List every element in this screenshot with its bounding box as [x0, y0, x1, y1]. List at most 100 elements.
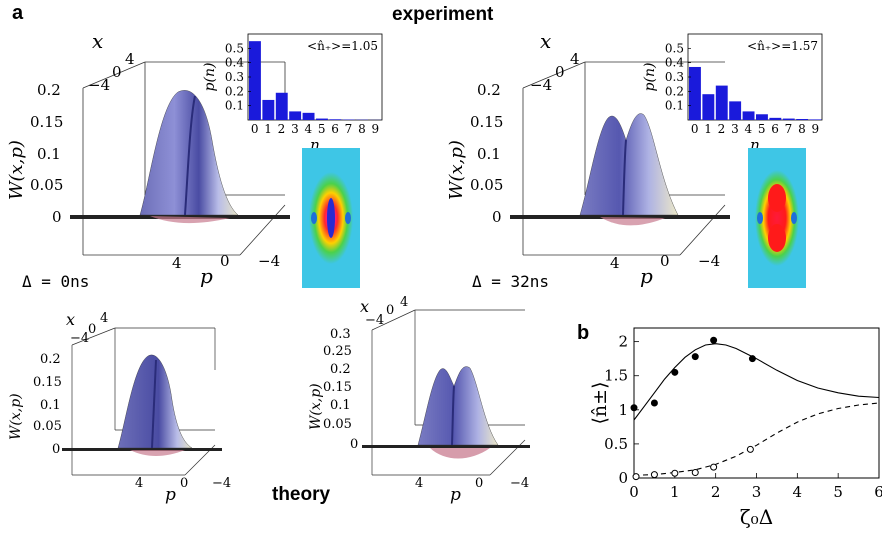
surface-plot-exp-32: 0.2 0.15 0.1 0.05 0 x 4 0 −4 4 0 −4 p W(… [446, 29, 730, 290]
inset-x-tick: 2 [278, 122, 286, 136]
wigner-density-map-1 [748, 148, 806, 288]
w-tick: 0.15 [470, 113, 503, 131]
x-axis-label: x [540, 29, 551, 53]
data-point-filled [671, 368, 679, 376]
w-tick: 0.15 [33, 375, 62, 390]
inset-bar [742, 111, 755, 120]
p-tick: 0 [180, 476, 188, 491]
chart-b-x-tick: 0 [629, 483, 639, 501]
inset-y-tick: 0.5 [665, 41, 684, 55]
w-axis-label: W(x,p) [446, 140, 467, 200]
dashed-curve [633, 402, 880, 476]
experiment-heading: experiment [392, 4, 494, 25]
data-point-open [746, 445, 754, 453]
chart-b-frame [633, 327, 880, 479]
inset-y-tick: 0.5 [225, 41, 244, 55]
w-tick: 0.05 [33, 419, 62, 434]
surface-plot-theory-0: 0.2 0.15 0.1 0.05 0 x 4 0 −4 4 0 −4 p W(… [8, 310, 231, 505]
inset-y-tick: 0.2 [225, 84, 244, 98]
inset-bar [689, 66, 701, 120]
p-tick: 0 [660, 252, 670, 270]
inset-x-tick: 0 [691, 122, 699, 136]
x-tick: −4 [365, 313, 384, 328]
inset-bar [289, 111, 302, 120]
inset-y-tick: 0.2 [665, 84, 684, 98]
inset-x-tick: 3 [291, 122, 299, 136]
w-tick: 0.2 [477, 81, 501, 99]
chart-b-y-label: ⟨n̂±⟩ [590, 382, 611, 425]
x-axis-label: x [66, 310, 75, 329]
panel-label-b: b [577, 322, 590, 344]
surface-plot-theory-32: 0.3 0.25 0.2 0.15 0.1 0.05 0 x 4 0 −4 4 … [308, 295, 530, 505]
x-axis-label: x [92, 29, 103, 53]
x-axis-label: x [360, 297, 369, 316]
inset-x-tick: 1 [704, 122, 712, 136]
p-axis-label: p [165, 485, 176, 505]
w-tick: 0.25 [323, 344, 352, 359]
w-tick: 0.05 [30, 176, 63, 194]
inset-bar [809, 119, 822, 120]
p-axis-label: p [640, 264, 653, 288]
inset-bar [262, 99, 275, 120]
x-tick: 0 [112, 63, 122, 81]
chart-b-x-tick: 6 [874, 483, 882, 501]
inset-annotation: <n̂₊>=1.05 [307, 39, 378, 53]
p-axis-label: p [200, 264, 213, 288]
inset-y-tick: 0.1 [665, 99, 684, 113]
inset-x-tick: 3 [731, 122, 739, 136]
inset-x-tick: 6 [331, 122, 339, 136]
surface-plot-exp-0: 0.2 0.15 0.1 0.05 0 x 4 0 −4 4 0 −4 p W(… [6, 29, 290, 290]
data-point-open [671, 469, 679, 477]
w-tick: 0.1 [477, 145, 501, 163]
delta-label-32: Δ = 32ns [472, 272, 549, 290]
inset-bar [702, 94, 715, 120]
x-tick: 0 [88, 322, 96, 337]
inset-bar [249, 41, 261, 120]
data-point-open [650, 471, 658, 479]
w-axis-label: W(x,p) [8, 393, 24, 440]
p-tick: 4 [610, 254, 620, 272]
x-tick: 4 [125, 50, 135, 68]
inset-bar [275, 92, 288, 120]
p-tick: −4 [510, 476, 529, 491]
data-point-open [691, 469, 699, 477]
x-tick: 4 [570, 50, 580, 68]
inset-y-tick: 0.4 [665, 56, 684, 70]
chart-b-y-tick: 0.5 [604, 435, 628, 453]
chart-b-y-tick: 1.5 [604, 367, 628, 385]
p-tick: −4 [212, 476, 231, 491]
solid-curve [633, 343, 880, 421]
inset-annotation: <n̂₊>=1.57 [747, 39, 818, 53]
inset-x-tick: 4 [304, 122, 312, 136]
x-tick: −4 [70, 331, 89, 346]
w-tick: 0.1 [40, 398, 61, 413]
inset-x-tick: 7 [345, 122, 353, 136]
inset-x-tick: 0 [251, 122, 259, 136]
w-axis-label: W(x,p) [308, 383, 324, 430]
chart-b-y-tick: 1 [618, 401, 628, 419]
w-tick: 0.3 [330, 327, 351, 342]
delta-label-0: Δ = 0ns [22, 272, 89, 290]
chart-b-x-tick: 1 [670, 483, 680, 501]
inset-bar [782, 118, 795, 120]
panel-label-a: a [12, 2, 24, 24]
inset-x-tick: 6 [771, 122, 779, 136]
x-tick: 0 [555, 63, 565, 81]
data-point-open [632, 473, 640, 481]
p-tick: 4 [172, 254, 182, 272]
w-tick: 0.15 [30, 113, 63, 131]
p-axis-label: p [450, 485, 461, 505]
w-tick: 0.2 [40, 352, 61, 367]
inset-x-label: n [750, 136, 760, 153]
inset-x-tick: 1 [264, 122, 272, 136]
x-tick: 4 [400, 295, 408, 310]
w-tick: 0 [492, 208, 502, 226]
inset-bar [329, 119, 342, 120]
inset-x-tick: 2 [718, 122, 726, 136]
w-tick: 0 [350, 437, 358, 452]
data-point-filled [650, 399, 658, 407]
w-tick: 0.2 [330, 362, 351, 377]
p-tick: 4 [415, 476, 423, 491]
inset-x-tick: 8 [358, 122, 366, 136]
p-tick: 0 [475, 476, 483, 491]
